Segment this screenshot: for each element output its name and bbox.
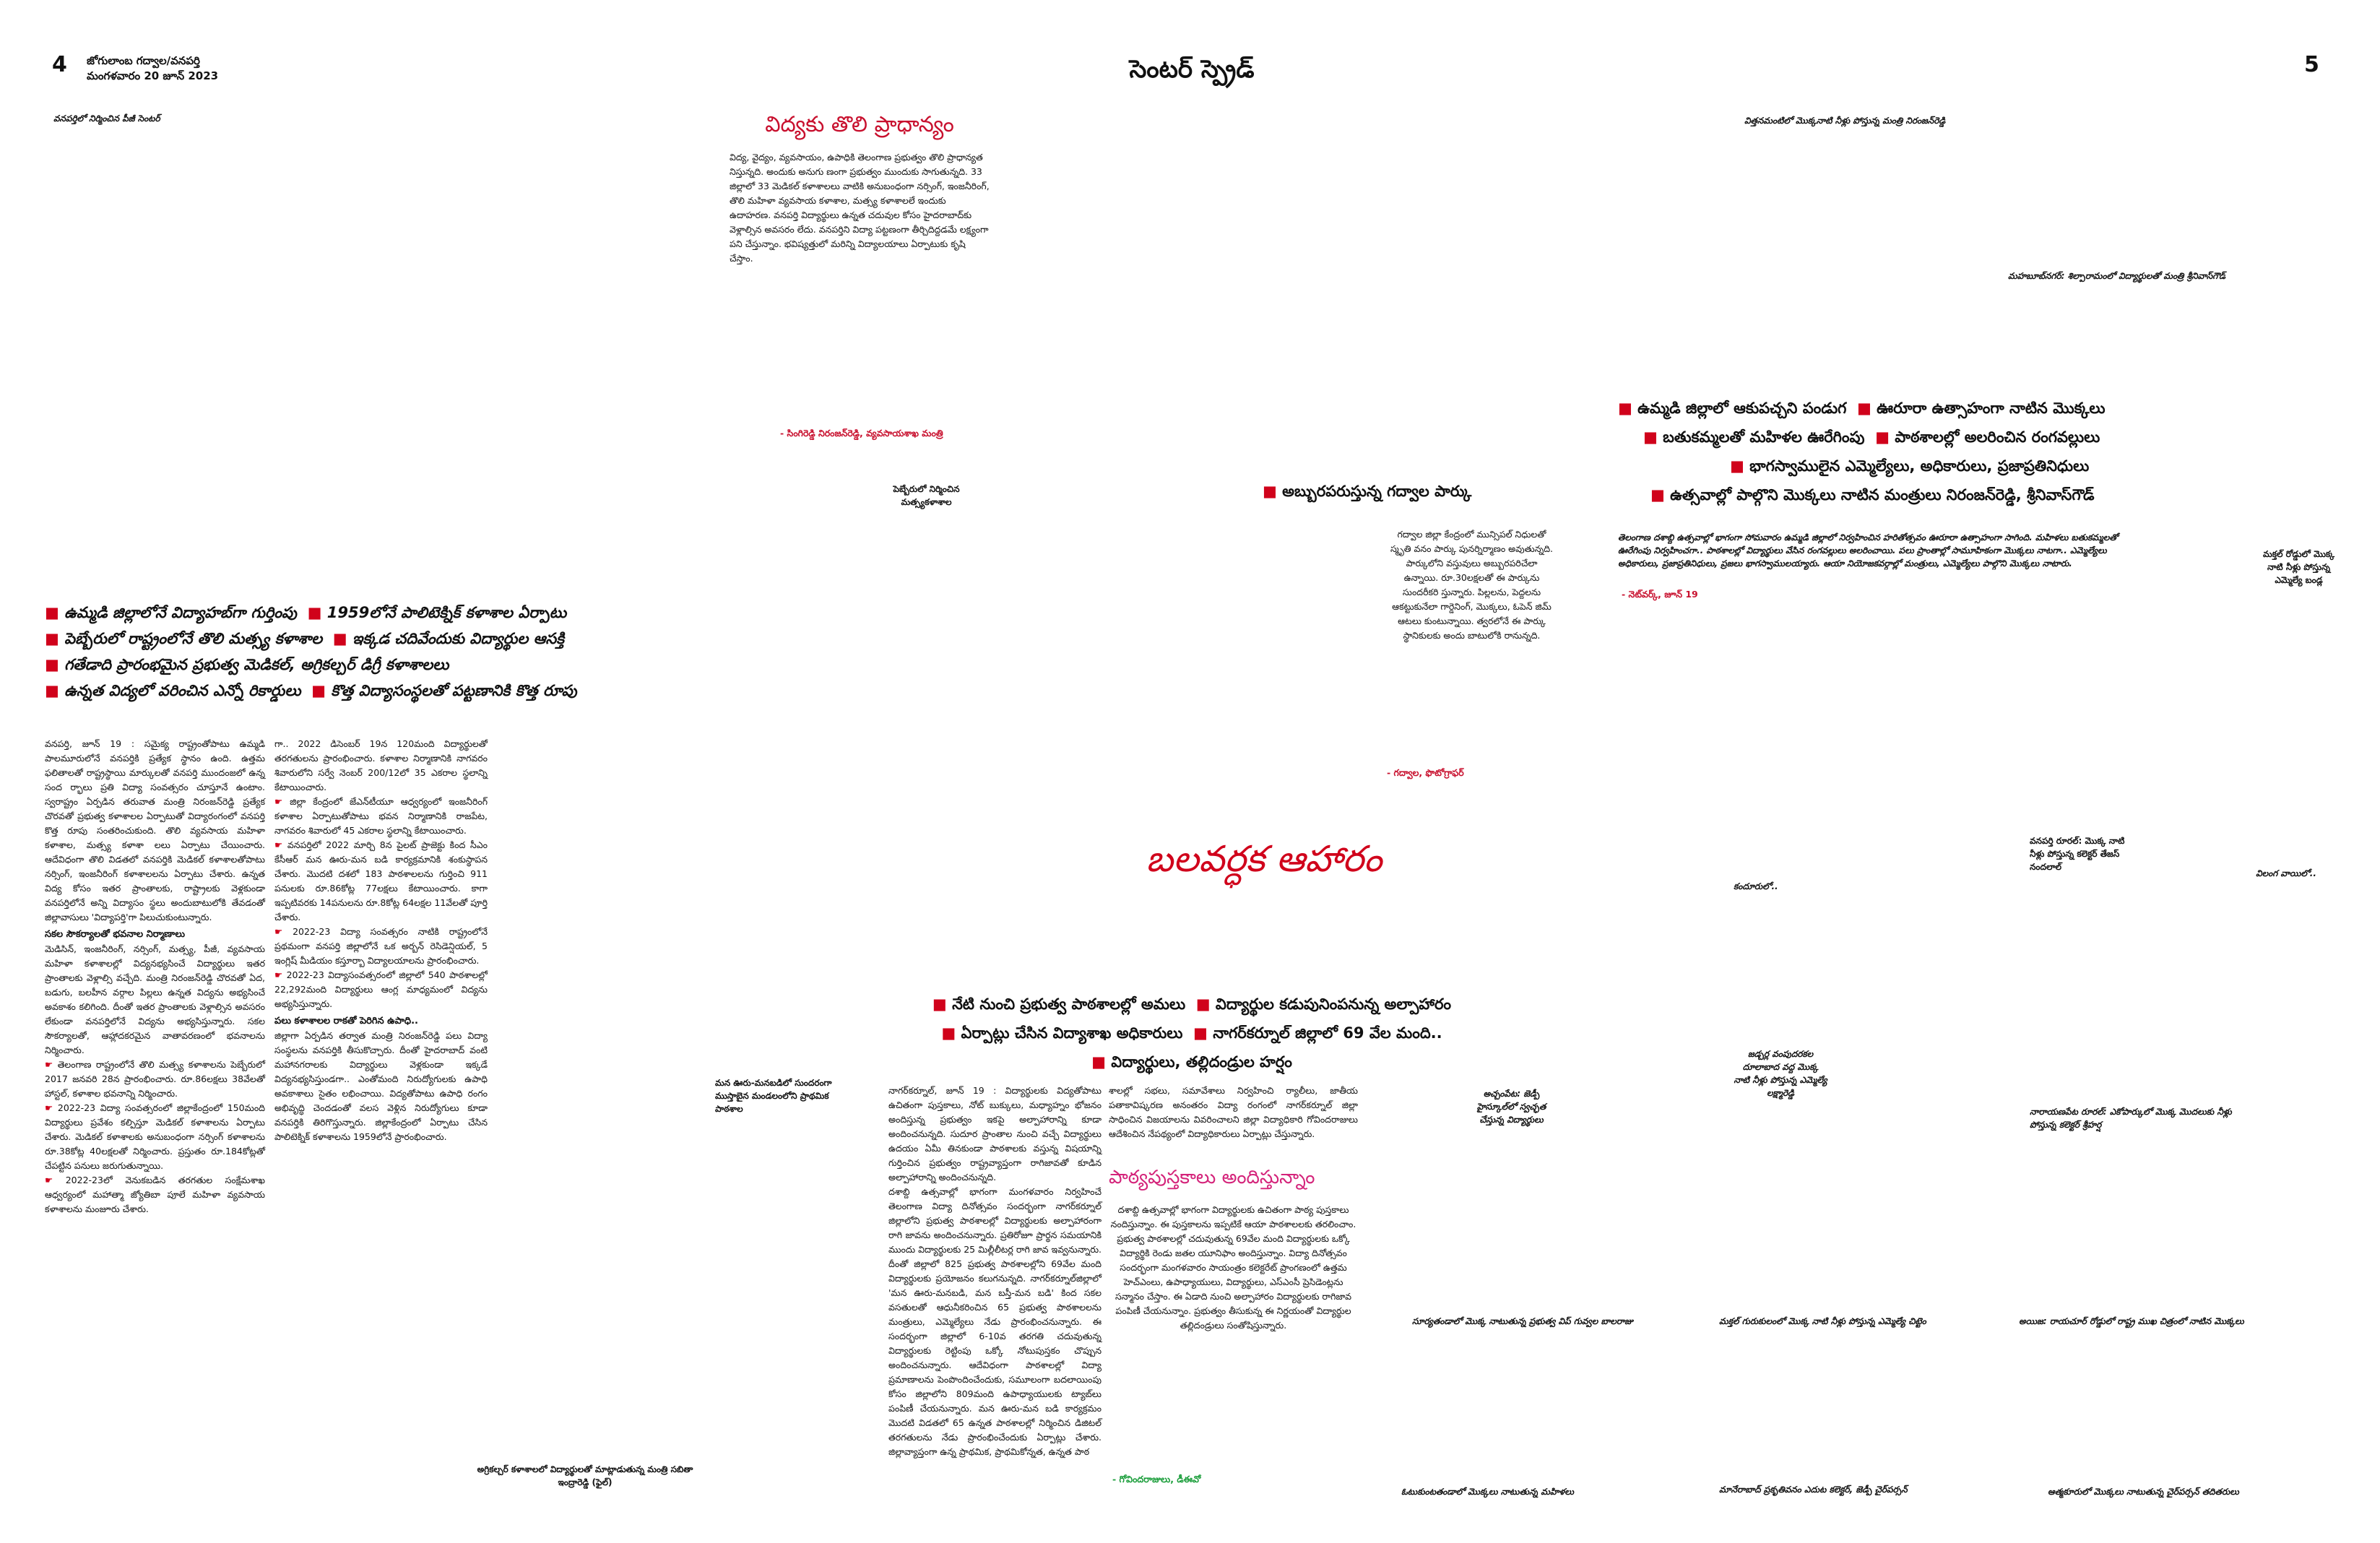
school-caption: మన ఊరు-మనబడిలో సుందరంగా ముస్తాబైన మండలంల… <box>715 1078 832 1114</box>
headline-row: ■ విద్యార్థులు, తల్లిదండ్రుల హర్షం <box>1091 1053 1292 1071</box>
page-number-left: 4 <box>52 52 67 77</box>
pg-center-caption: వనపర్తిలో నిర్మించిన పీజీ సెంటర్ <box>53 113 160 124</box>
headline-row: ■ ఉమ్మడి జిల్లాలోనే విద్యాహబ్‌గా గుర్తిం… <box>45 604 567 621</box>
page-number-right: 5 <box>2304 52 2319 77</box>
harita-signature: - నెట్‌వర్క్, జూన్ 19 <box>1622 589 1698 600</box>
headline-row: ■ బతుకమ్మలతో మహిళల ఊరేగింపు ■ పాఠశాలల్లో… <box>1643 428 2100 446</box>
education-intro: విద్య, వైద్యం, వ్యవసాయం, ఉపాధికి తెలంగాణ… <box>730 152 990 264</box>
park-text: గద్వాల జిల్లా కేంద్రంలో మున్సిపల్ నిధులత… <box>1390 529 1553 641</box>
masthead-date: మంగళవారం 20 జూన్ 2023 <box>87 69 219 82</box>
shilparamam-caption: మహబూబ్‌నగర్: శిల్పారామంలో విద్యార్థులతో … <box>2008 271 2226 281</box>
achampet-caption: అచ్చంపేట: జెడ్పీ హైస్కూల్‌లో స్వచ్ఛత చేస… <box>1476 1089 1546 1125</box>
village-caption: విలంగ వాయిలో.. <box>2256 868 2316 878</box>
atmakur-caption: ఆత్మకూరులో మొక్కలు నాటుతున్న చైర్‌పర్సన్… <box>2048 1487 2239 1497</box>
jadcherla-caption: జడ్చర్ల వంపుదరకల దూలాబాద వద్ద మొక్క నాటి… <box>1734 1049 1827 1098</box>
left-headlines: ■ ఉమ్మడి జిల్లాలోనే విద్యాహబ్‌గా గుర్తిం… <box>45 600 623 704</box>
headline-row: ■ ఉమ్మడి జిల్లాలో ఆకుపచ్చని పండుగ ■ ఊరూర… <box>1618 399 2106 417</box>
food-column-1: నాగర్‌కర్నూల్, జూన్ 19 : విద్యార్థులకు వ… <box>888 1085 1102 1457</box>
section-title-education: విద్యకు తొలి ప్రాధాన్యం <box>765 112 954 137</box>
deo-signature: - గోవిందరాజులు, డీఈవో <box>1112 1474 1201 1484</box>
headline-row: ■ గతేడాది ప్రారంభమైన ప్రభుత్వ మెడికల్, అ… <box>45 656 449 673</box>
food-column-2: శాలల్లో సభలు, సమావేశాలు నిర్వహించి ర్యాల… <box>1109 1085 1358 1139</box>
article-column-2: గా.. 2022 డిసెంబర్ 19న 120మంది విద్యార్థ… <box>274 738 488 1142</box>
headline-row: ■ ఉన్నత విద్యలో వరించిన ఎన్నో రికార్డులు… <box>45 682 577 699</box>
headline-row: ■ పెబ్బేరులో రాష్ట్రంలోనే తొలి మత్స్య కళ… <box>45 630 565 647</box>
textbooks-subtitle: పాఠ్యపుస్తకాలు అందిస్తున్నాం <box>1109 1167 1315 1188</box>
otukunta-caption: ఓటుకుంటతండాలో మొక్కలు నాటుతున్న మహిళలు <box>1401 1487 1574 1497</box>
minister-planting-caption: విత్తనమంటిలో మొక్కనాటి నీళ్లు పోస్తున్న … <box>1744 116 1946 126</box>
right-headlines: ■ ఉమ్మడి జిల్లాలో ఆకుపచ్చని పండుగ ■ ఊరూర… <box>1618 394 2196 509</box>
maktal-caption: మక్తల్ గురుకులంలో మొక్క నాటి నీళ్లు పోస్… <box>1719 1316 1926 1326</box>
suryatanda-caption: సూర్యతండాలో మొక్క నాటుతున్న ప్రభుత్వ విప… <box>1412 1316 1633 1326</box>
park-signature: - గద్వాల, ఫొటోగ్రాఫర్ <box>1387 767 1464 778</box>
narayanpet-caption: నారాయణపేట రూరల్: ఎకోపార్కులో మొక్క మొదలు… <box>2030 1107 2232 1130</box>
kanduru-caption: కందూరులో.. <box>1734 881 1778 891</box>
education-intro-signature: - సింగిరెడ్డి నిరంజన్‌రెడ్డి, వ్యవసాయశాఖ… <box>780 428 943 438</box>
park-headline: ■ అబ్బురపరుస్తున్న గద్వాల పార్కు <box>1263 483 1472 500</box>
headline-row: ■ ఏర్పాట్లు చేసిన విద్యాశాఖ అధికారులు ■ … <box>941 1024 1442 1042</box>
headline-row: ■ భాగస్వాములైన ఎమ్మెల్యేలు, అధికారులు, ప… <box>1730 457 2090 475</box>
harita-summary: తెలంగాణ దశాబ్ది ఉత్సవాల్లో భాగంగా సోమవార… <box>1618 532 2119 569</box>
aiza-caption: అయిజ: రాయచూర్ రోడ్డులో రాష్ట్ర ముఖ చిత్ర… <box>2019 1316 2244 1326</box>
headline-row: ■ నేటి నుంచి ప్రభుత్వ పాఠశాలల్లో అమలు ■ … <box>932 995 1452 1013</box>
collector-planting-caption: వనపర్తి రూరల్: మొక్క నాటి నీళ్లు పోస్తున… <box>2030 836 2125 872</box>
textbooks-text: దశాబ్ది ఉత్సవాల్లో భాగంగా విద్యార్థులకు … <box>1110 1204 1356 1331</box>
headline-nutritious-food: బలవర్ధక ఆహారం <box>1146 838 1382 880</box>
article-column-1: వనపర్తి, జూన్ 19 : సమైక్య రాష్ట్రంతోపాటు… <box>45 738 265 1214</box>
agri-college-caption: అగ్రికల్చర్ కళాశాలలో విద్యార్థులతో మాట్ల… <box>477 1464 693 1487</box>
masthead: జోగులాంబ గద్వాల/వనపర్తి మంగళవారం 20 జూన్… <box>87 53 260 84</box>
masthead-edition: జోగులాంబ గద్వాల/వనపర్తి <box>87 54 200 67</box>
manerabad-caption: మానేరాబాద్ ప్రకృతివనం ఎదుట కలెక్టర్, జెడ… <box>1719 1484 1908 1495</box>
mla-planting-caption: మక్తల్ రోడ్డులో మొక్క నాటి నీళ్లు పోస్తు… <box>2263 549 2334 585</box>
page-title: సెంటర్ స్ప్రెడ్ <box>1129 55 1255 84</box>
center-headlines: ■ నేటి నుంచి ప్రభుత్వ పాఠశాలల్లో అమలు ■ … <box>896 990 1488 1076</box>
fisheries-college-caption: పెబ్బేరులో నిర్మించిన మత్స్యకళాశాల <box>893 484 960 507</box>
headline-row: ■ ఉత్సవాల్లో పాల్గొని మొక్కలు నాటిన మంత్… <box>1650 486 2095 503</box>
